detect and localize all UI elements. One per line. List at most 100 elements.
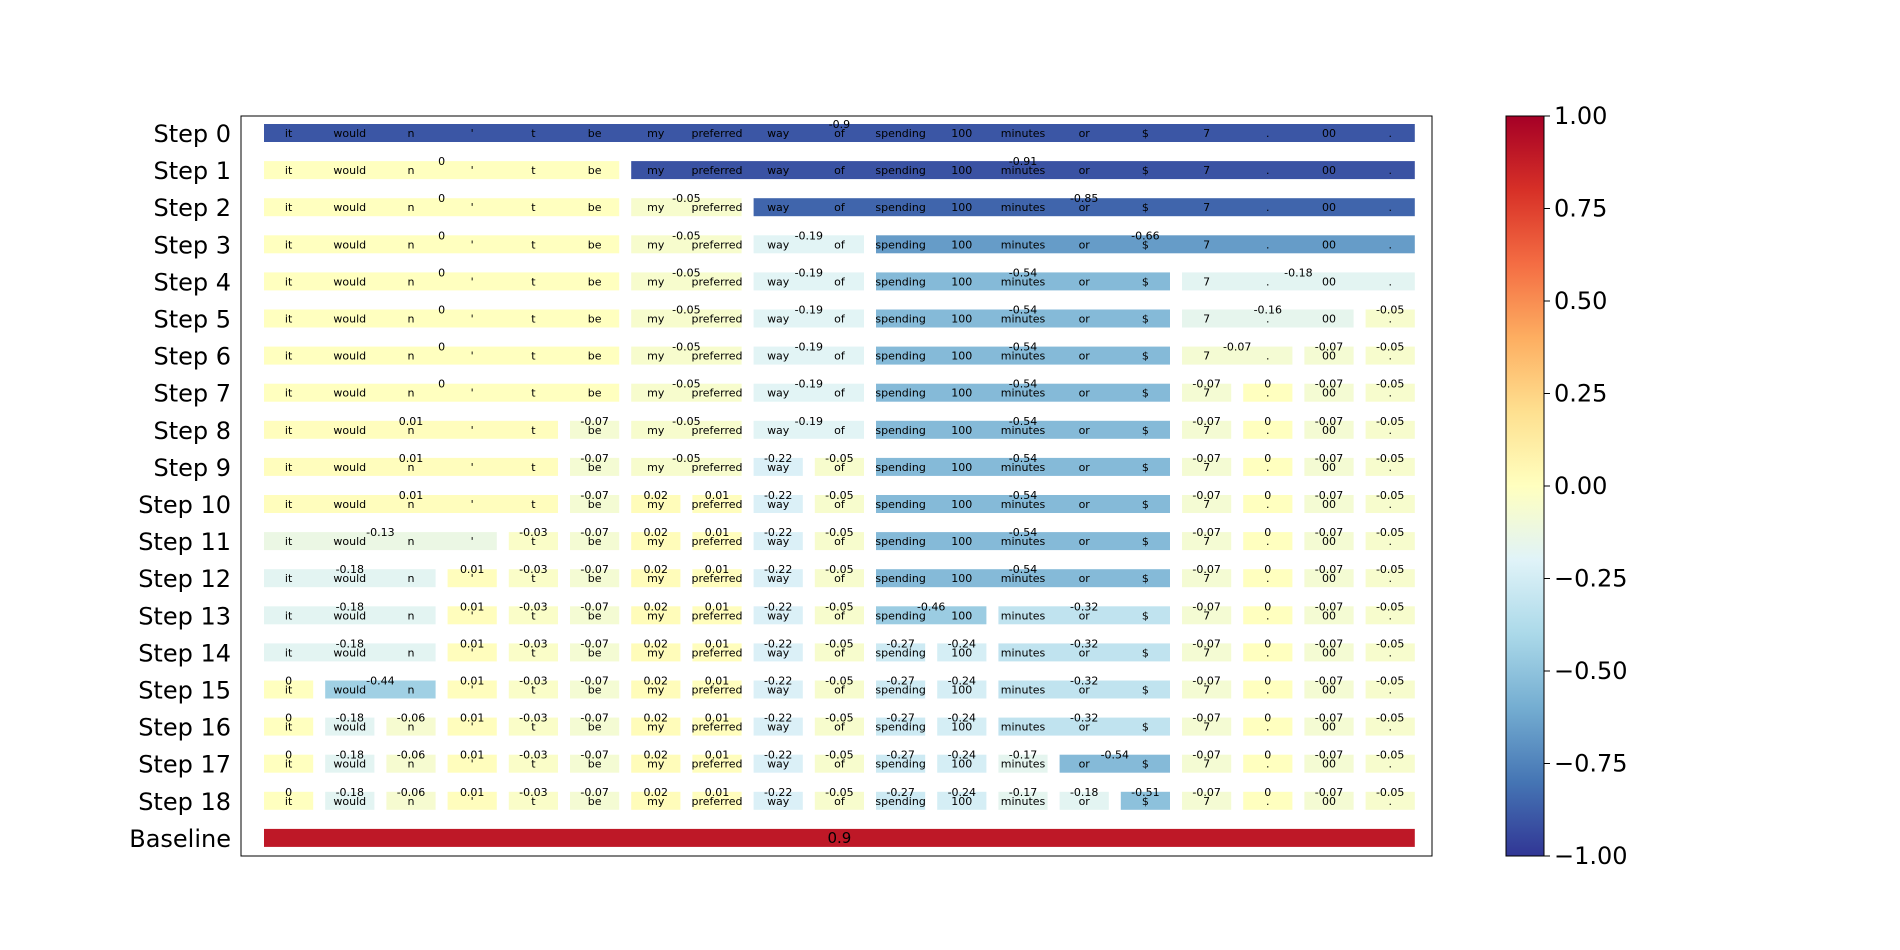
segment-bar — [1365, 606, 1415, 625]
segment-bar — [447, 791, 497, 810]
segment-bar — [692, 606, 742, 625]
token-label: would — [333, 535, 366, 548]
token-label: my — [647, 387, 665, 400]
token-label: t — [531, 275, 536, 288]
segment-value: -0.06 — [397, 712, 425, 725]
token-label: it — [285, 758, 293, 771]
segment-bar — [508, 569, 558, 588]
token-label: or — [1079, 498, 1091, 511]
segment-bar — [814, 791, 864, 810]
token-label: would — [333, 646, 366, 659]
token-label: way — [767, 238, 790, 251]
segment-value: -0.05 — [1376, 712, 1404, 725]
segment-value: -0.19 — [795, 304, 823, 317]
segment-bar — [998, 643, 1170, 662]
segment-bar — [386, 754, 436, 773]
token-label: . — [1266, 498, 1270, 511]
segment-value: 0 — [1264, 452, 1271, 465]
segment-value: -0.05 — [1376, 378, 1404, 391]
token-label: it — [285, 424, 293, 437]
segment-bar — [1304, 532, 1354, 551]
token-label: t — [531, 238, 536, 251]
segment-bar — [1243, 643, 1293, 662]
token-label: would — [333, 275, 366, 288]
segment-value: -0.54 — [1009, 378, 1037, 391]
segment-value: -0.51 — [1131, 786, 1159, 799]
token-label: minutes — [1001, 684, 1046, 697]
token-label: n — [408, 238, 415, 251]
segment-bar — [508, 643, 558, 662]
segment-value: -0.05 — [672, 415, 700, 428]
token-label: 7 — [1203, 498, 1210, 511]
token-label: n — [408, 684, 415, 697]
token-label: 00 — [1322, 238, 1336, 251]
token-label: 00 — [1322, 350, 1336, 363]
token-label: spending — [875, 795, 925, 808]
segment-bar — [814, 717, 864, 736]
segment-value: -0.22 — [764, 452, 792, 465]
segment-value: -0.54 — [1009, 304, 1037, 317]
token-label: 100 — [951, 238, 972, 251]
segment-value: -0.66 — [1131, 229, 1159, 242]
token-label: or — [1079, 238, 1091, 251]
segment-bar — [631, 383, 742, 402]
token-label: preferred — [691, 461, 742, 474]
segment-bar — [508, 717, 558, 736]
token-label: of — [834, 164, 846, 177]
segment-value: 0.01 — [460, 675, 485, 688]
segment-value: 0.01 — [705, 600, 730, 613]
token-label: it — [285, 387, 293, 400]
segment-bar — [876, 569, 1170, 588]
token-label: t — [531, 535, 536, 548]
segment-bar — [814, 680, 864, 699]
segment-value: -0.03 — [519, 749, 547, 762]
segment-bar — [692, 791, 742, 810]
segment-bar — [876, 420, 1170, 439]
segment-bar — [1365, 346, 1415, 365]
row-label: Step 2 — [153, 194, 231, 222]
segment-value: -0.05 — [825, 637, 853, 650]
token-label: minutes — [1001, 275, 1046, 288]
token-label: way — [767, 387, 790, 400]
token-label: or — [1079, 535, 1091, 548]
token-label: . — [1266, 387, 1270, 400]
segment-bar — [325, 680, 436, 699]
segment-value: -0.05 — [1376, 489, 1404, 502]
segment-bar — [264, 717, 314, 736]
token-label: n — [408, 387, 415, 400]
segment-bar — [692, 532, 742, 551]
segment-value: -0.07 — [580, 600, 608, 613]
segment-bar — [1243, 420, 1293, 439]
token-label: ' — [471, 795, 474, 808]
segment-bar — [1304, 457, 1354, 476]
segment-bar — [508, 606, 558, 625]
token-label: would — [333, 424, 366, 437]
token-label: of — [834, 572, 846, 585]
segment-bar — [876, 680, 926, 699]
row-label: Step 13 — [138, 602, 231, 630]
segment-bar — [264, 420, 558, 439]
token-label: spending — [875, 164, 925, 177]
segment-bar — [753, 606, 803, 625]
baseline-value: 0.9 — [827, 829, 851, 847]
token-label: or — [1079, 201, 1091, 214]
token-label: $ — [1142, 498, 1149, 511]
token-label: . — [1266, 424, 1270, 437]
segment-bar — [1365, 309, 1415, 328]
token-label: . — [1388, 313, 1392, 326]
segment-bar — [570, 495, 620, 513]
segment-value: -0.07 — [1315, 749, 1343, 762]
token-label: preferred — [691, 238, 742, 251]
segment-value: 0 — [1264, 637, 1271, 650]
token-label: spending — [875, 609, 925, 622]
colorbar-tick-label: 0.75 — [1554, 195, 1607, 223]
segment-value: 0.01 — [705, 786, 730, 799]
segment-value: 0 — [285, 786, 292, 799]
segment-value: -0.05 — [1376, 786, 1404, 799]
token-label: t — [531, 313, 536, 326]
token-label: n — [408, 350, 415, 363]
segment-bar — [570, 532, 620, 551]
token-label: n — [408, 572, 415, 585]
segment-value: -0.07 — [580, 712, 608, 725]
segment-value: -0.07 — [1223, 341, 1251, 354]
